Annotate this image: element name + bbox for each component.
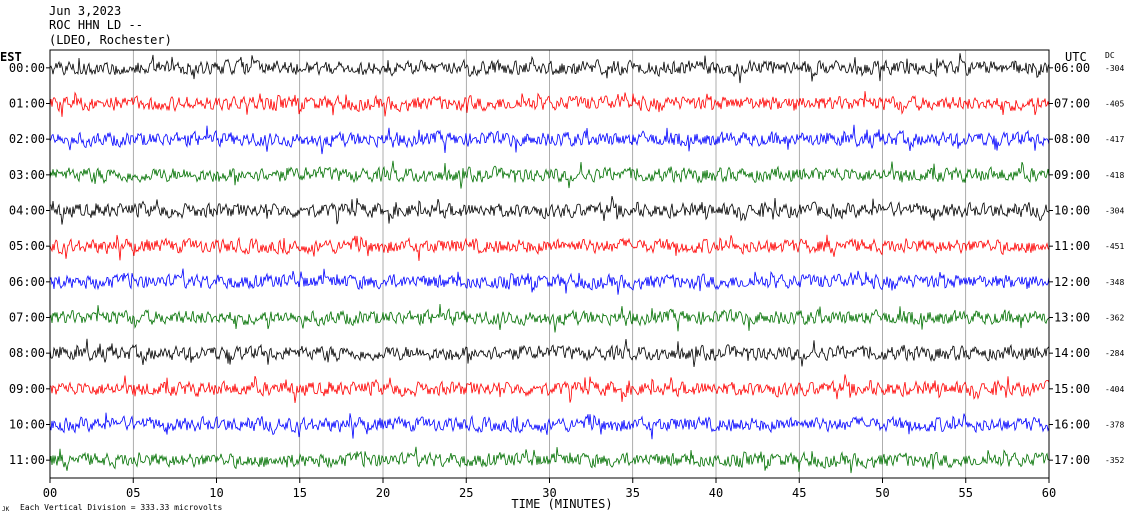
- x-tick-label: 25: [459, 486, 473, 500]
- dc-offset-label: -418: [1105, 171, 1124, 180]
- utc-hour-label: 17:00: [1054, 453, 1090, 467]
- dc-offset-label: -378: [1105, 421, 1124, 430]
- network-label: (LDEO, Rochester): [49, 33, 172, 47]
- seismic-trace: [49, 268, 1050, 295]
- seismic-trace: [49, 124, 1050, 155]
- est-hour-label: 11:00: [9, 453, 45, 467]
- dc-offset-label: -304: [1105, 64, 1124, 73]
- utc-axis-label: UTC: [1065, 50, 1087, 64]
- est-axis-label: EST: [0, 50, 22, 64]
- est-hour-label: 09:00: [9, 382, 45, 396]
- dc-offset-label: -417: [1105, 135, 1124, 144]
- dc-offset-label: -348: [1105, 278, 1124, 287]
- dc-offset-label: -284: [1105, 349, 1124, 358]
- utc-hour-label: 08:00: [1054, 132, 1090, 146]
- x-axis-title: TIME (MINUTES): [511, 497, 612, 511]
- utc-hour-label: 15:00: [1054, 382, 1090, 396]
- seismic-trace: [49, 234, 1050, 261]
- utc-hour-label: 13:00: [1054, 311, 1090, 325]
- x-tick-label: 60: [1042, 486, 1056, 500]
- est-hour-label: 02:00: [9, 132, 45, 146]
- x-tick-label: 20: [376, 486, 390, 500]
- x-tick-label: 40: [709, 486, 723, 500]
- scale-mark: JK: [2, 506, 10, 513]
- seismic-trace: [49, 374, 1050, 404]
- est-hour-label: 06:00: [9, 275, 45, 289]
- est-hour-label: 01:00: [9, 97, 45, 111]
- plot-grid: [46, 50, 1053, 483]
- x-tick-label: 15: [293, 486, 307, 500]
- dc-offset-label: -352: [1105, 456, 1124, 465]
- est-hour-label: 05:00: [9, 239, 45, 253]
- seismic-trace: [49, 412, 1050, 440]
- utc-hour-label: 12:00: [1054, 275, 1090, 289]
- utc-hour-label: 16:00: [1054, 418, 1090, 432]
- est-hour-label: 04:00: [9, 204, 45, 218]
- seismic-trace: [49, 446, 1050, 474]
- station-label: ROC HHN LD --: [49, 18, 143, 32]
- est-hour-label: 00:00: [9, 61, 45, 75]
- axis-labels: 00 05 10 15 20 25 30 35 40 45 50 55 60 00:00 06:00 -304…: [9, 61, 1125, 500]
- seismic-trace: [49, 303, 1050, 333]
- x-tick-label: 10: [209, 486, 223, 500]
- est-hour-label: 08:00: [9, 346, 45, 360]
- utc-hour-label: 07:00: [1054, 97, 1090, 111]
- utc-hour-label: 14:00: [1054, 346, 1090, 360]
- seismic-trace: [49, 160, 1050, 189]
- x-tick-label: 05: [126, 486, 140, 500]
- dc-offset-label: -362: [1105, 314, 1124, 323]
- seismic-trace: [49, 338, 1050, 368]
- x-tick-label: 30: [542, 486, 556, 500]
- x-tick-label: 35: [626, 486, 640, 500]
- est-hour-label: 03:00: [9, 168, 45, 182]
- date-label: Jun 3,2023: [49, 4, 122, 18]
- seismic-traces: [49, 53, 1050, 474]
- plot-frame: [49, 49, 1050, 479]
- utc-hour-label: 06:00: [1054, 61, 1090, 75]
- est-hour-label: 07:00: [9, 311, 45, 325]
- seismic-trace: [50, 196, 1050, 225]
- utc-hour-label: 10:00: [1054, 204, 1090, 218]
- x-tick-label: 50: [875, 486, 889, 500]
- x-tick-label: 55: [959, 486, 973, 500]
- scale-note: Each Vertical Division = 333.33 microvol…: [20, 503, 222, 512]
- dc-axis-label: DC: [1105, 51, 1115, 60]
- seismic-trace: [49, 53, 1050, 84]
- dc-offset-label: -304: [1105, 207, 1124, 216]
- dc-offset-label: -451: [1105, 242, 1124, 251]
- dc-offset-label: -405: [1105, 100, 1124, 109]
- utc-hour-label: 11:00: [1054, 239, 1090, 253]
- est-hour-label: 10:00: [9, 418, 45, 432]
- x-tick-label: 00: [43, 486, 57, 500]
- utc-hour-label: 09:00: [1054, 168, 1090, 182]
- x-tick-label: 45: [792, 486, 806, 500]
- seismic-trace: [49, 91, 1050, 117]
- dc-offset-label: -404: [1105, 385, 1124, 394]
